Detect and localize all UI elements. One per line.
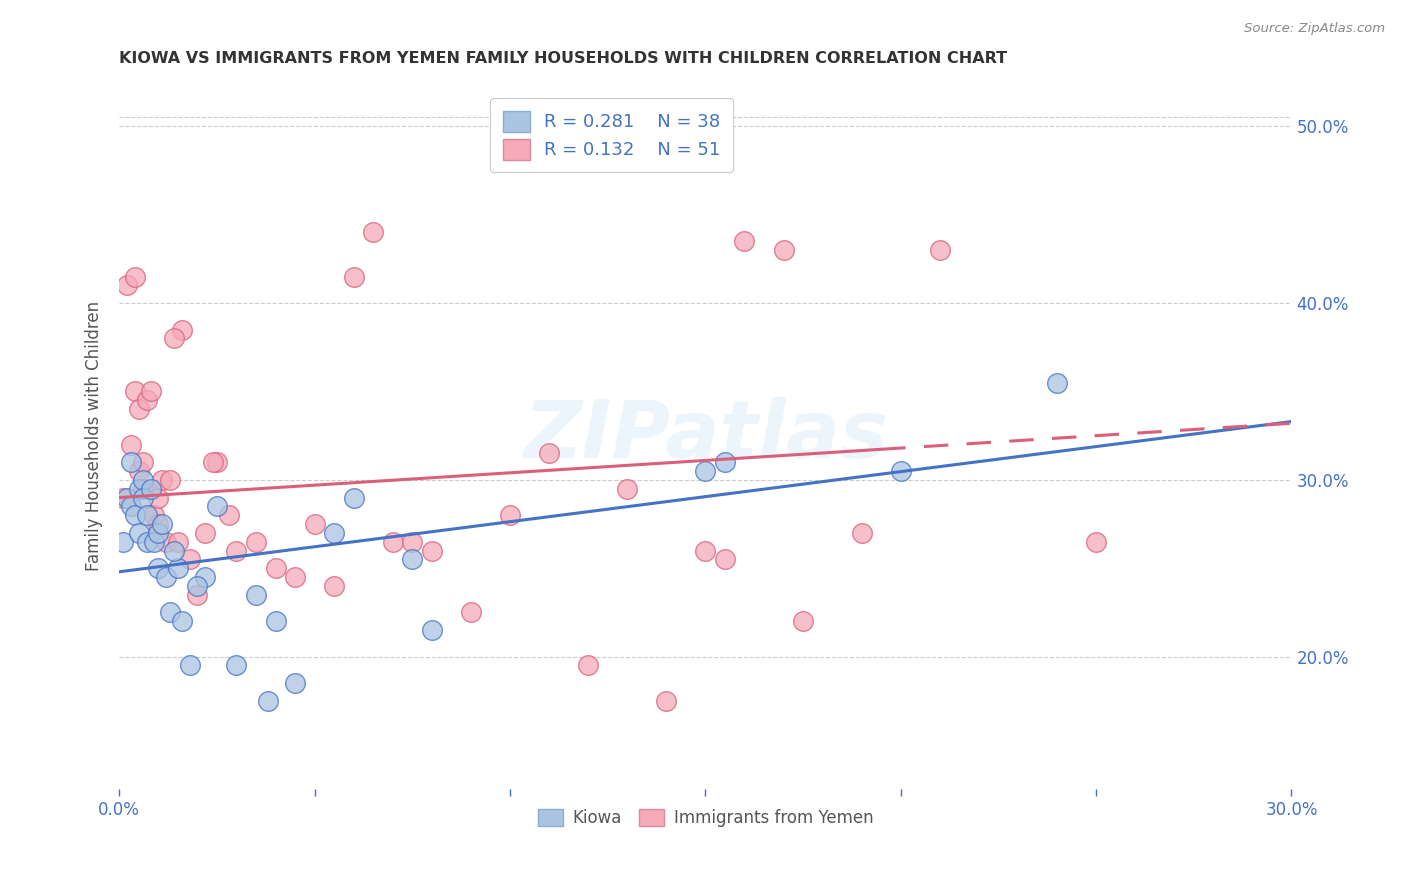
Point xyxy=(284,570,307,584)
Point xyxy=(135,534,157,549)
Point xyxy=(115,278,138,293)
Point xyxy=(928,243,950,257)
Point xyxy=(112,534,135,549)
Point xyxy=(343,491,366,505)
Point xyxy=(115,491,138,505)
Point xyxy=(139,384,162,399)
Point xyxy=(256,694,278,708)
Point xyxy=(143,508,166,523)
Point xyxy=(205,500,228,514)
Point xyxy=(381,534,404,549)
Point xyxy=(170,615,193,629)
Point xyxy=(124,508,146,523)
Point xyxy=(135,508,157,523)
Point xyxy=(714,552,737,566)
Point xyxy=(1046,376,1069,390)
Point xyxy=(304,517,326,532)
Point xyxy=(150,473,173,487)
Point xyxy=(538,446,561,460)
Point xyxy=(202,455,225,469)
Point xyxy=(120,437,142,451)
Point xyxy=(245,588,267,602)
Point xyxy=(132,455,155,469)
Point xyxy=(179,552,201,566)
Text: KIOWA VS IMMIGRANTS FROM YEMEN FAMILY HOUSEHOLDS WITH CHILDREN CORRELATION CHART: KIOWA VS IMMIGRANTS FROM YEMEN FAMILY HO… xyxy=(120,51,1007,66)
Point xyxy=(264,561,287,575)
Point xyxy=(143,534,166,549)
Point xyxy=(120,500,142,514)
Text: Source: ZipAtlas.com: Source: ZipAtlas.com xyxy=(1244,22,1385,36)
Point xyxy=(420,623,443,637)
Point xyxy=(1085,534,1108,549)
Point xyxy=(792,615,814,629)
Point xyxy=(576,658,599,673)
Point xyxy=(194,570,217,584)
Point xyxy=(655,694,678,708)
Point xyxy=(323,525,346,540)
Point xyxy=(890,464,912,478)
Point xyxy=(343,269,366,284)
Point xyxy=(264,615,287,629)
Point xyxy=(124,384,146,399)
Point xyxy=(170,323,193,337)
Text: ZIPatlas: ZIPatlas xyxy=(523,397,887,475)
Point xyxy=(194,525,217,540)
Point xyxy=(148,491,170,505)
Point xyxy=(148,525,170,540)
Point xyxy=(150,517,173,532)
Legend: Kiowa, Immigrants from Yemen: Kiowa, Immigrants from Yemen xyxy=(531,803,880,834)
Point xyxy=(132,491,155,505)
Point xyxy=(225,658,247,673)
Point xyxy=(205,455,228,469)
Point xyxy=(401,534,423,549)
Y-axis label: Family Households with Children: Family Households with Children xyxy=(86,301,103,571)
Point xyxy=(128,482,150,496)
Point xyxy=(714,455,737,469)
Point xyxy=(132,482,155,496)
Point xyxy=(124,269,146,284)
Point xyxy=(179,658,201,673)
Point xyxy=(163,543,186,558)
Point xyxy=(139,482,162,496)
Point xyxy=(420,543,443,558)
Point xyxy=(695,464,717,478)
Point xyxy=(772,243,794,257)
Point xyxy=(186,579,208,593)
Point xyxy=(851,525,873,540)
Point xyxy=(128,402,150,417)
Point xyxy=(361,226,384,240)
Point xyxy=(155,534,177,549)
Point xyxy=(401,552,423,566)
Point xyxy=(167,561,190,575)
Point xyxy=(159,473,181,487)
Point xyxy=(245,534,267,549)
Point xyxy=(163,331,186,345)
Point xyxy=(186,588,208,602)
Point xyxy=(460,606,482,620)
Point xyxy=(167,534,190,549)
Point xyxy=(148,561,170,575)
Point xyxy=(112,491,135,505)
Point xyxy=(148,517,170,532)
Point xyxy=(323,579,346,593)
Point xyxy=(155,570,177,584)
Point xyxy=(218,508,240,523)
Point xyxy=(225,543,247,558)
Point xyxy=(128,525,150,540)
Point xyxy=(135,393,157,408)
Point xyxy=(120,455,142,469)
Point xyxy=(499,508,522,523)
Point xyxy=(159,606,181,620)
Point xyxy=(284,676,307,690)
Point xyxy=(132,473,155,487)
Point xyxy=(616,482,638,496)
Point xyxy=(128,464,150,478)
Point xyxy=(733,234,755,248)
Point xyxy=(695,543,717,558)
